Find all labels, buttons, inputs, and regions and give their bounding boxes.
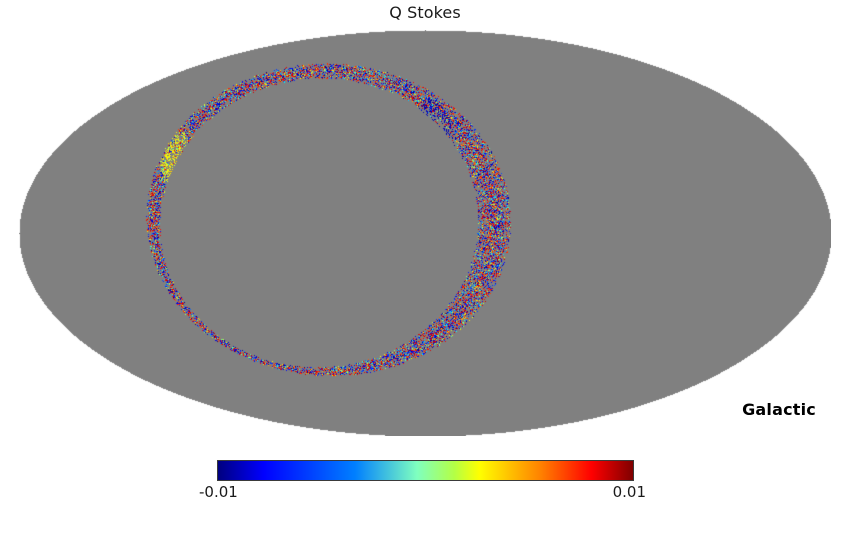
colorbar-bar: [217, 460, 634, 481]
colorbar-max-tick-label: 0.01: [612, 483, 646, 501]
mollweide-projection: [19, 30, 831, 436]
colorbar-gradient: [218, 461, 633, 480]
page-title: Q Stokes: [389, 3, 461, 22]
coordinate-system-label: Galactic: [742, 400, 816, 419]
colorbar: -0.01 0.01: [199, 460, 646, 505]
colorbar-min-tick-label: -0.01: [199, 483, 238, 501]
sky-map-canvas: [19, 30, 831, 436]
